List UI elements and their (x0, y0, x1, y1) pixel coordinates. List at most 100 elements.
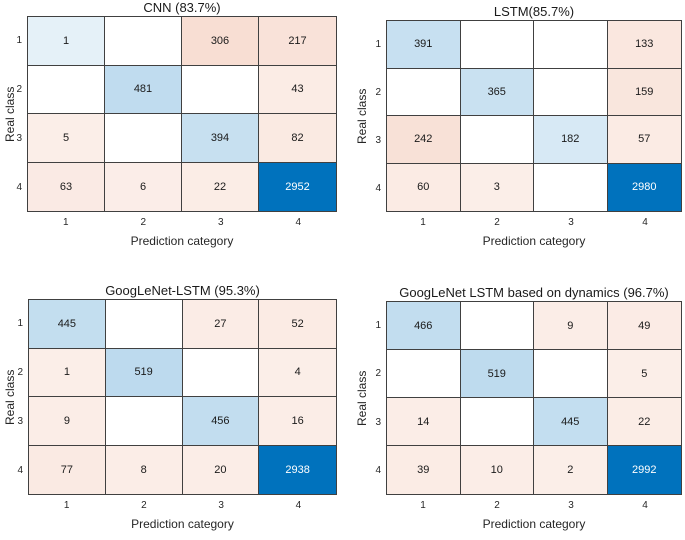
x-axis-label: Prediction category (482, 234, 586, 248)
matrix-cell: 49 (607, 302, 681, 350)
matrix-cell (534, 68, 608, 116)
matrix-cell: 519 (460, 350, 534, 398)
matrix-cell: 2980 (607, 163, 681, 211)
matrix-cell (182, 348, 260, 397)
matrix-cell (460, 116, 534, 164)
matrix-cell: 8 (105, 445, 183, 494)
x-tick-label: 3 (568, 217, 574, 228)
x-tick-label: 2 (140, 217, 147, 228)
x-tick-label: 1 (62, 217, 69, 228)
matrix-cell: 5 (28, 114, 105, 163)
matrix-cell: 9 (29, 397, 106, 446)
confusion-matrix-grid: 445 27 52 1 519 4 9 456 16 77 8 20 2938 (28, 299, 337, 495)
matrix-cell: 16 (259, 397, 336, 446)
matrix-cell: 52 (259, 300, 336, 349)
matrix-cell: 466 (387, 302, 461, 350)
y-tick-label: 4 (375, 182, 381, 194)
y-tick-label: 4 (375, 465, 381, 477)
y-tick-labels: 1 2 3 4 (343, 301, 381, 495)
y-tick-label: 2 (375, 368, 381, 380)
x-tick-label: 3 (217, 217, 224, 228)
matrix-cell (460, 302, 534, 350)
y-tick-label: 1 (16, 35, 22, 46)
x-tick-label: 4 (295, 500, 302, 511)
y-tick-label: 3 (17, 416, 23, 427)
matrix-cell: 242 (387, 116, 461, 164)
y-tick-labels: 1 2 3 4 (0, 299, 23, 495)
matrix-cell (387, 68, 461, 116)
matrix-cell: 9 (534, 302, 608, 350)
matrix-cell: 394 (182, 114, 259, 163)
matrix-cell: 10 (460, 446, 534, 494)
x-tick-label: 4 (642, 500, 648, 511)
matrix-cell: 445 (29, 300, 106, 349)
matrix-cell: 182 (534, 116, 608, 164)
y-tick-label: 3 (16, 133, 22, 144)
chart-title: GoogLeNet-LSTM (95.3%) (105, 283, 260, 298)
matrix-cell: 4 (259, 348, 336, 397)
chart-title: GoogLeNet LSTM based on dynamics (96.7%) (399, 285, 669, 300)
matrix-cell: 82 (259, 114, 336, 163)
matrix-cell (182, 65, 259, 114)
x-axis-label: Prediction category (482, 517, 586, 531)
x-tick-label: 3 (218, 500, 224, 511)
y-tick-label: 2 (17, 367, 23, 378)
matrix-cell: 391 (387, 21, 461, 69)
matrix-cell: 39 (387, 446, 461, 494)
chart-title: CNN (83.7%) (143, 0, 221, 15)
y-tick-label: 1 (375, 38, 381, 50)
x-tick-labels: 1 2 3 4 (27, 217, 337, 229)
x-tick-label: 4 (642, 217, 648, 228)
matrix-cell (534, 350, 608, 398)
x-tick-label: 1 (420, 500, 426, 511)
matrix-cell (28, 65, 105, 114)
matrix-cell: 481 (105, 65, 182, 114)
matrix-cell (105, 300, 183, 349)
matrix-cell (460, 398, 534, 446)
confusion-matrix-grid: 1 306 217 481 43 5 394 82 63 6 22 2952 (27, 16, 337, 212)
confusion-matrix-grid: 391 133 365 159 242 182 57 60 3 2980 (386, 20, 682, 212)
y-tick-label: 2 (16, 84, 22, 95)
matrix-cell: 14 (387, 398, 461, 446)
matrix-cell (534, 21, 608, 69)
x-axis-label: Prediction category (130, 234, 234, 248)
x-tick-labels: 1 2 3 4 (28, 500, 337, 512)
x-tick-label: 1 (420, 217, 426, 228)
matrix-cell: 27 (182, 300, 260, 349)
matrix-cell: 1 (28, 17, 105, 66)
matrix-cell: 57 (607, 116, 681, 164)
matrix-cell: 2952 (259, 162, 336, 211)
matrix-cell: 22 (182, 162, 259, 211)
y-tick-label: 2 (375, 86, 381, 98)
y-tick-label: 3 (375, 134, 381, 146)
matrix-cell: 306 (182, 17, 259, 66)
y-tick-label: 4 (17, 465, 23, 476)
y-tick-labels: 1 2 3 4 (0, 16, 22, 212)
matrix-cell: 43 (259, 65, 336, 114)
matrix-cell: 20 (182, 445, 260, 494)
matrix-cell: 63 (28, 162, 105, 211)
matrix-cell: 217 (259, 17, 336, 66)
matrix-cell: 2 (534, 446, 608, 494)
x-tick-labels: 1 2 3 4 (386, 500, 682, 512)
matrix-cell: 77 (29, 445, 106, 494)
confusion-matrix-grid: 466 9 49 519 5 14 445 22 39 10 2 2992 (386, 301, 682, 495)
matrix-cell: 6 (105, 162, 182, 211)
matrix-cell (460, 21, 534, 69)
x-tick-label: 2 (141, 500, 147, 511)
matrix-cell (105, 114, 182, 163)
matrix-cell (534, 163, 608, 211)
matrix-cell: 445 (534, 398, 608, 446)
x-tick-labels: 1 2 3 4 (386, 217, 682, 229)
x-tick-label: 4 (295, 217, 302, 228)
matrix-cell: 159 (607, 68, 681, 116)
matrix-cell: 519 (105, 348, 183, 397)
matrix-cell: 456 (182, 397, 260, 446)
matrix-cell: 1 (29, 348, 106, 397)
matrix-cell: 5 (607, 350, 681, 398)
y-tick-label: 1 (17, 318, 23, 329)
matrix-cell: 2992 (607, 446, 681, 494)
